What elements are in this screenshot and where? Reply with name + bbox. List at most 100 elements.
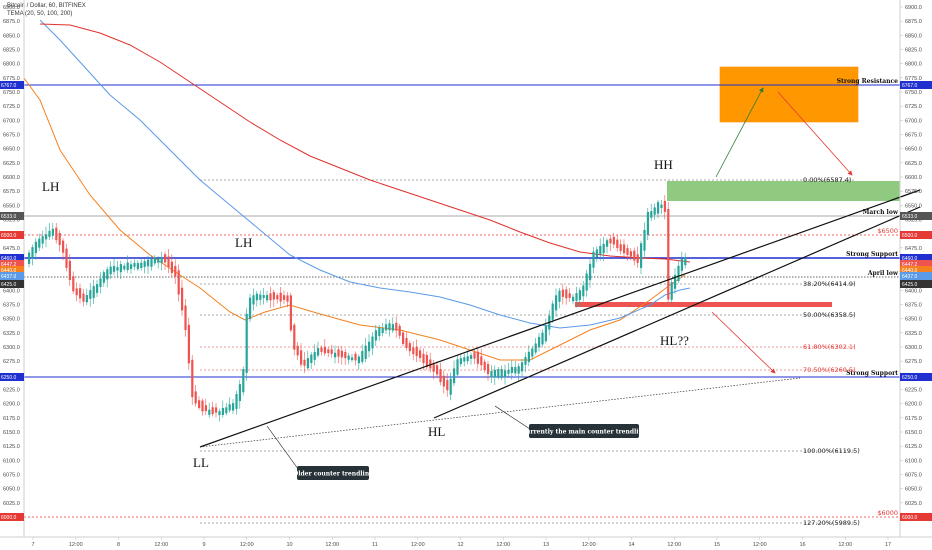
price-tag [900, 266, 932, 274]
x-tick-label: 12:00 [582, 542, 596, 548]
candle-body [38, 238, 41, 248]
candle-body [225, 407, 228, 414]
y-tick-label-left: 6900.0 [3, 5, 20, 11]
candle-body [330, 349, 333, 354]
candle-body [653, 207, 656, 215]
y-tick-label-left: 6325.0 [3, 331, 20, 337]
candle-body [130, 264, 133, 269]
candle-body [286, 295, 289, 302]
candle-body [238, 384, 241, 402]
y-tick-label-left: 6725.0 [3, 104, 20, 110]
y-tick-label-left: 6075.0 [3, 473, 20, 479]
candle-body [446, 380, 449, 391]
red-arrow-down [777, 91, 853, 176]
support-zone-green [667, 181, 900, 201]
y-tick-label-left: 6200.0 [3, 402, 20, 408]
candle-body [41, 236, 44, 244]
candle-body [327, 349, 330, 354]
callout-box [297, 466, 369, 480]
candle-body [643, 229, 646, 251]
dotted-trendline [199, 377, 801, 448]
candle-body [374, 330, 377, 341]
price-tag [900, 231, 932, 239]
candle-body [123, 265, 126, 270]
price-tag [900, 212, 932, 220]
y-tick-label-right: 6650.0 [905, 147, 922, 153]
candle-body [266, 295, 269, 301]
candle-body [198, 400, 201, 408]
price-tag-left-label: 6250.0 [1, 375, 17, 381]
x-tick-label: 14 [628, 542, 634, 548]
y-tick-label-right: 6100.0 [905, 458, 922, 464]
callout-leader [494, 405, 534, 432]
x-tick-label: 12:00 [838, 542, 852, 548]
candle-body [300, 350, 303, 365]
price-tag [900, 513, 932, 521]
candle-body [398, 325, 401, 336]
candle-body [612, 236, 615, 245]
level-label: April low [867, 270, 899, 277]
price-tag-left [0, 212, 24, 220]
price-tag-left-label: 6500.0 [1, 233, 17, 239]
y-tick-label-right: 6475.0 [905, 246, 922, 252]
candle-body [483, 361, 486, 371]
y-tick-label-right: 6150.0 [905, 430, 922, 436]
candle-body [92, 286, 95, 299]
fib-level-label: 61.80%(6302.1) [803, 343, 856, 351]
candle-body [140, 262, 143, 268]
candle-body [269, 293, 272, 301]
candle-body [432, 364, 435, 372]
candle-body [133, 262, 136, 267]
candle-body [255, 293, 258, 301]
main-counter-trendline [433, 206, 921, 419]
candle-body [215, 407, 218, 413]
price-tag-label: 6460.0 [902, 256, 918, 262]
candle-body [143, 261, 146, 267]
red-zone [575, 302, 832, 307]
candle-body [606, 240, 609, 247]
level-label: $6000 [877, 509, 898, 517]
x-tick-label: 8 [117, 542, 120, 548]
candle-body [646, 212, 649, 235]
candle-body [490, 370, 493, 378]
candle-body [514, 367, 517, 374]
candle-body [677, 265, 680, 282]
candle-body [456, 359, 459, 375]
candle-body [565, 289, 568, 299]
candle-body [272, 292, 275, 300]
y-tick-label-left: 6775.0 [3, 76, 20, 82]
candle-body [436, 365, 439, 375]
y-tick-label-left: 6575.0 [3, 189, 20, 195]
candle-body [211, 407, 214, 415]
candle-body [99, 278, 102, 287]
candle-body [402, 332, 405, 344]
candle-body [670, 282, 673, 300]
candle-body [150, 259, 153, 267]
structure-label: HH [654, 157, 673, 172]
candle-body [480, 356, 483, 366]
y-tick-label-right: 6550.0 [905, 203, 922, 209]
y-tick-label-right: 6850.0 [905, 33, 922, 39]
candle-body [177, 270, 180, 295]
x-tick-label: 10 [286, 542, 292, 548]
y-tick-label-left: 6350.0 [3, 317, 20, 323]
y-tick-label-left: 6175.0 [3, 416, 20, 422]
candle-body [334, 352, 337, 358]
y-tick-label-left: 6750.0 [3, 90, 20, 96]
y-tick-label-left: 6300.0 [3, 345, 20, 351]
candle-body [521, 362, 524, 372]
level-label: March low [863, 209, 899, 216]
price-tag-left-label: 6425.0 [1, 282, 17, 288]
y-tick-label-left: 6800.0 [3, 62, 20, 68]
y-tick-label-right: 6350.0 [905, 317, 922, 323]
candle-body [582, 285, 585, 297]
candle-body [187, 324, 190, 364]
candle-body [466, 356, 469, 362]
candle-body [541, 332, 544, 345]
candle-body [184, 305, 187, 331]
candle-body [674, 274, 677, 289]
candle-body [181, 287, 184, 311]
candle-body [235, 394, 238, 409]
callout-text: Older counter trendline [293, 471, 373, 478]
